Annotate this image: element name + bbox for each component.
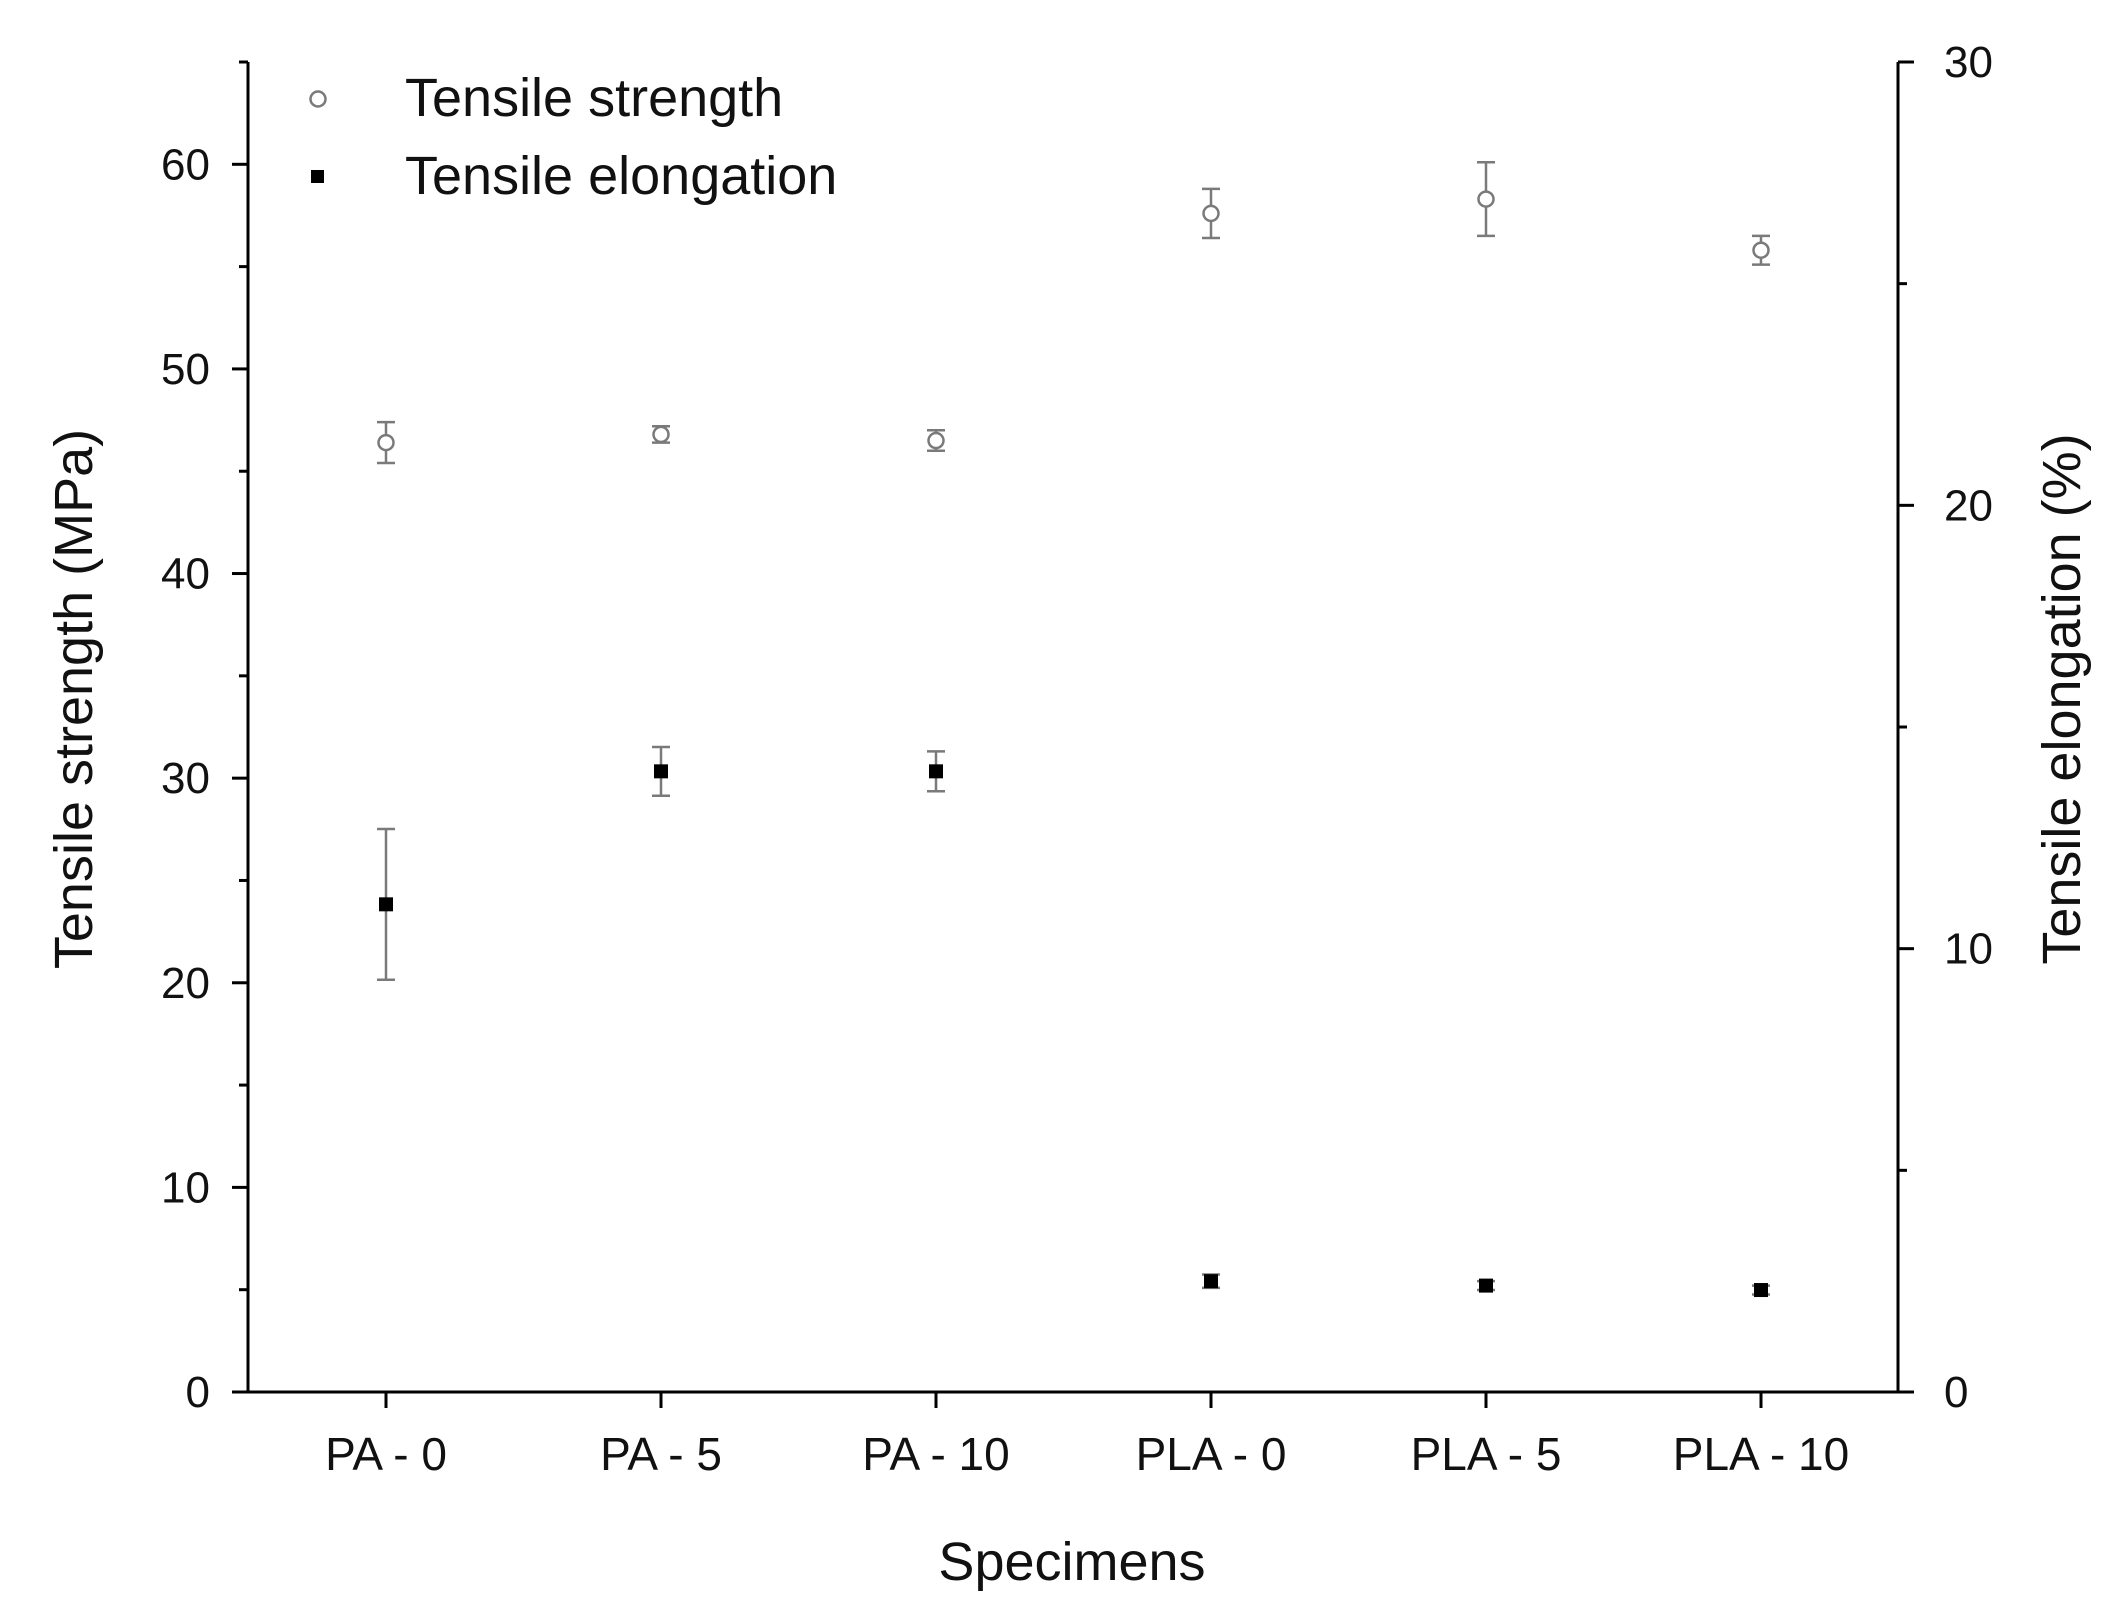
data-point-tensile-elongation [654,764,668,779]
data-point-tensile-strength [927,431,945,450]
data-point-tensile-strength [1752,241,1770,259]
data-point-tensile-strength [1202,204,1220,223]
x-tick-label: PA - 10 [862,1428,1009,1480]
data-point-tensile-elongation [929,764,943,779]
x-tick-label: PLA - 5 [1411,1428,1562,1480]
data-point-tensile-elongation [379,897,393,912]
y-left-tick-label: 60 [161,140,210,189]
data-point-tensile-elongation [1204,1274,1218,1289]
y-right-tick-label: 30 [1944,38,1993,87]
data-point-tensile-elongation [1479,1278,1493,1293]
marks-group [377,161,1770,1298]
y-right-tick-label: 20 [1944,481,1993,530]
x-tick-label: PA - 5 [600,1428,722,1480]
y-left-tick-label: 10 [161,1163,210,1212]
axes-group [246,62,1900,1394]
legend-symbol-tensile-strength [309,90,327,108]
y-left-tick-label: 0 [186,1368,210,1417]
y-left-tick-label: 30 [161,754,210,803]
y-axis-title-right: Tensile elongation (%) [2032,433,2092,964]
x-tick-label: PLA - 10 [1673,1428,1849,1480]
x-tick-label: PA - 0 [325,1428,447,1480]
y-right-tick-label: 10 [1944,925,1993,974]
y-left-tick-label: 20 [161,959,210,1008]
data-point-tensile-strength [377,433,395,452]
legend: Tensile strength Tensile elongation [309,68,837,206]
legend-symbol-tensile-elongation [311,170,324,183]
x-tick-label: PLA - 0 [1136,1428,1287,1480]
x-axis-title: Specimens [938,1532,1205,1592]
data-point-tensile-elongation [1754,1283,1768,1298]
y-left-tick-label: 40 [161,550,210,599]
legend-label-tensile-strength: Tensile strength [405,68,783,128]
y-right-tick-label: 0 [1944,1368,1968,1417]
legend-label-tensile-elongation: Tensile elongation [405,146,837,206]
data-point-tensile-strength [1477,190,1495,208]
ticks-group: 0 10 20 30 40 50 60 0 10 20 30 PA - 0 PA - 5 PA - 10 P… [161,38,1993,1480]
y-axis-title-left: Tensile strength (MPa) [44,429,104,969]
y-left-tick-label: 50 [161,345,210,394]
data-point-tensile-strength [652,425,670,444]
